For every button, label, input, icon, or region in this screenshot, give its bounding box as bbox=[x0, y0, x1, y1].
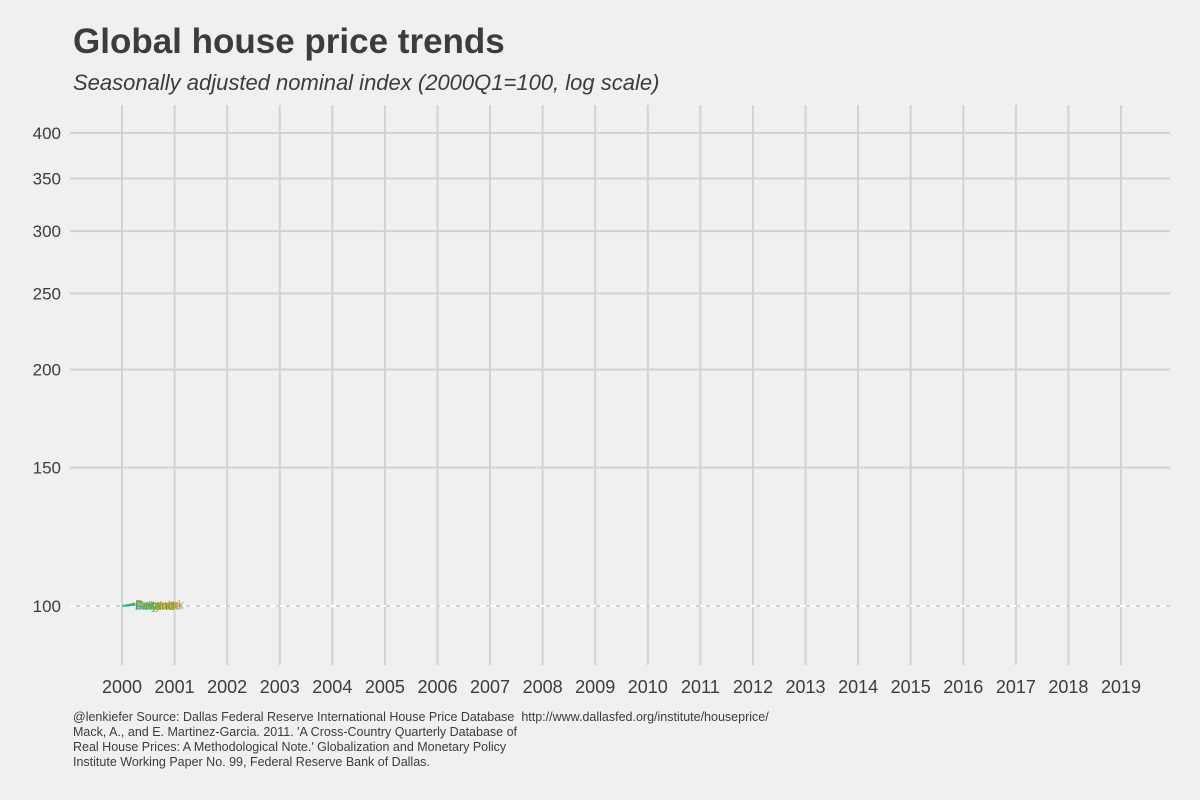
x-tick-label: 2005 bbox=[365, 677, 405, 697]
x-tick-label: 2016 bbox=[943, 677, 983, 697]
y-gridlines bbox=[70, 132, 1170, 607]
series-label: Italy bbox=[135, 598, 157, 612]
x-tick-label: 2009 bbox=[575, 677, 615, 697]
x-tick-label: 2017 bbox=[996, 677, 1036, 697]
x-tick-label: 2013 bbox=[786, 677, 826, 697]
caption-line: @lenkiefer Source: Dallas Federal Reserv… bbox=[73, 710, 769, 724]
x-tick-label: 2001 bbox=[155, 677, 195, 697]
caption-line: Institute Working Paper No. 99, Federal … bbox=[73, 755, 430, 769]
y-tick-label: 400 bbox=[33, 124, 61, 143]
x-tick-label: 2012 bbox=[733, 677, 773, 697]
series-group bbox=[121, 602, 136, 607]
x-gridlines bbox=[121, 105, 1122, 665]
x-tick-label: 2004 bbox=[312, 677, 352, 697]
x-tick-label: 2007 bbox=[470, 677, 510, 697]
series-label: Denmark bbox=[135, 597, 185, 611]
series-line bbox=[121, 603, 136, 607]
x-tick-label: 2018 bbox=[1048, 677, 1088, 697]
x-tick-label: 2014 bbox=[838, 677, 878, 697]
chart-caption: @lenkiefer Source: Dallas Federal Reserv… bbox=[73, 710, 769, 770]
caption-line: Mack, A., and E. Martinez-Garcia. 2011. … bbox=[73, 725, 518, 739]
y-tick-label: 250 bbox=[33, 284, 61, 303]
y-tick-label: 300 bbox=[33, 222, 61, 241]
x-tick-labels: 2000 2001 2002 2003 2004 2005 2006 2007 2008 2009… bbox=[102, 677, 1141, 697]
series-label: Australia bbox=[135, 598, 182, 612]
x-tick-label: 2010 bbox=[628, 677, 668, 697]
x-tick-label: 2000 bbox=[102, 677, 142, 697]
y-tick-label: 200 bbox=[33, 361, 61, 380]
x-tick-label: 2015 bbox=[891, 677, 931, 697]
series-labels: AustraliaCanadaBelgiumDenmarkFinlandItal… bbox=[135, 597, 185, 613]
y-tick-label: 350 bbox=[33, 170, 61, 189]
x-tick-label: 2008 bbox=[523, 677, 563, 697]
series-label: Belgium bbox=[135, 599, 178, 613]
x-tick-label: 2011 bbox=[681, 677, 720, 697]
y-tick-label: 100 bbox=[33, 597, 61, 616]
chart-subtitle: Seasonally adjusted nominal index (2000Q… bbox=[73, 70, 660, 95]
x-tick-label: 2002 bbox=[207, 677, 247, 697]
x-tick-label: 2003 bbox=[260, 677, 300, 697]
chart-title: Global house price trends bbox=[73, 22, 505, 61]
series-label: Finland bbox=[135, 599, 174, 613]
y-tick-labels: 100 150 200 250 300 350 400 bbox=[33, 124, 61, 616]
series-label: Canada bbox=[135, 598, 177, 612]
caption-line: Real House Prices: A Methodological Note… bbox=[73, 740, 507, 754]
x-tick-label: 2019 bbox=[1101, 677, 1141, 697]
y-tick-label: 150 bbox=[33, 459, 61, 478]
x-tick-label: 2006 bbox=[417, 677, 457, 697]
